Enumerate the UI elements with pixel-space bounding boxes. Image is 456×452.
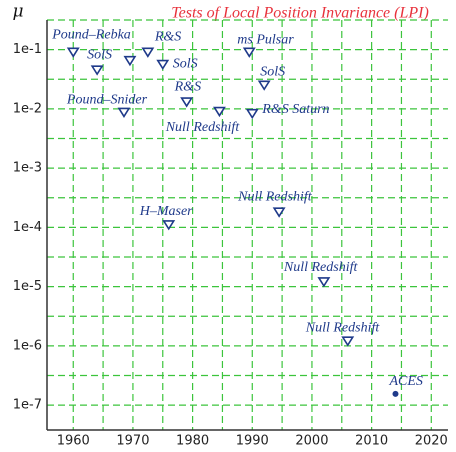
point-label: R&S Saturn: [261, 102, 329, 117]
point: [117, 107, 131, 118]
x-tick-label: 2010: [355, 434, 388, 449]
point: [90, 65, 104, 76]
point-label: Pound–Rebka: [51, 28, 131, 43]
point: [392, 390, 399, 397]
point: [66, 47, 80, 58]
point-label: R&S: [174, 79, 201, 94]
point: [141, 47, 155, 58]
x-tick-label: 1980: [176, 434, 209, 449]
x-tick-label: 1970: [116, 434, 149, 449]
y-tick-label: 1e-1: [13, 42, 42, 57]
point-label: Null Redshift: [237, 189, 313, 204]
point-label: Null Redshift: [305, 320, 381, 335]
point-label: Null Redshift: [165, 120, 241, 135]
point: [245, 108, 259, 120]
point: [180, 97, 194, 108]
point: [257, 80, 271, 91]
x-tick-label: 1990: [236, 434, 269, 449]
point-label: SolS: [173, 57, 198, 72]
point: [213, 106, 226, 118]
y-tick-label: 1e-5: [13, 279, 42, 294]
y-axis-label: μ: [12, 2, 23, 22]
point-label: Null Redshift: [283, 260, 359, 275]
x-tick-label: 1960: [57, 434, 90, 449]
point: [272, 207, 286, 218]
chart-title: Tests of Local Position Invariance (LPI): [171, 5, 429, 22]
point-label: SolS: [260, 64, 285, 79]
point: [162, 220, 176, 231]
y-tick-label: 1e-4: [13, 220, 42, 235]
point: [341, 336, 355, 347]
point: [156, 59, 170, 71]
point-label: ACES: [388, 374, 422, 389]
point: [242, 47, 256, 58]
point-label: R&S: [154, 30, 181, 45]
point-label: H–Maser: [139, 204, 193, 219]
point-label: Pound–Snider: [66, 93, 148, 108]
point-label: ms Pulsar: [237, 33, 294, 48]
y-tick-label: 1e-6: [13, 338, 42, 353]
y-tick-label: 1e-2: [13, 101, 42, 116]
point-label: SolS: [87, 47, 112, 62]
x-tick-label: 2020: [415, 434, 448, 449]
y-tick-label: 1e-3: [13, 161, 42, 176]
point: [317, 277, 331, 288]
point: [123, 55, 137, 67]
y-tick-label: 1e-7: [13, 398, 42, 413]
x-tick-label: 2000: [295, 434, 328, 449]
